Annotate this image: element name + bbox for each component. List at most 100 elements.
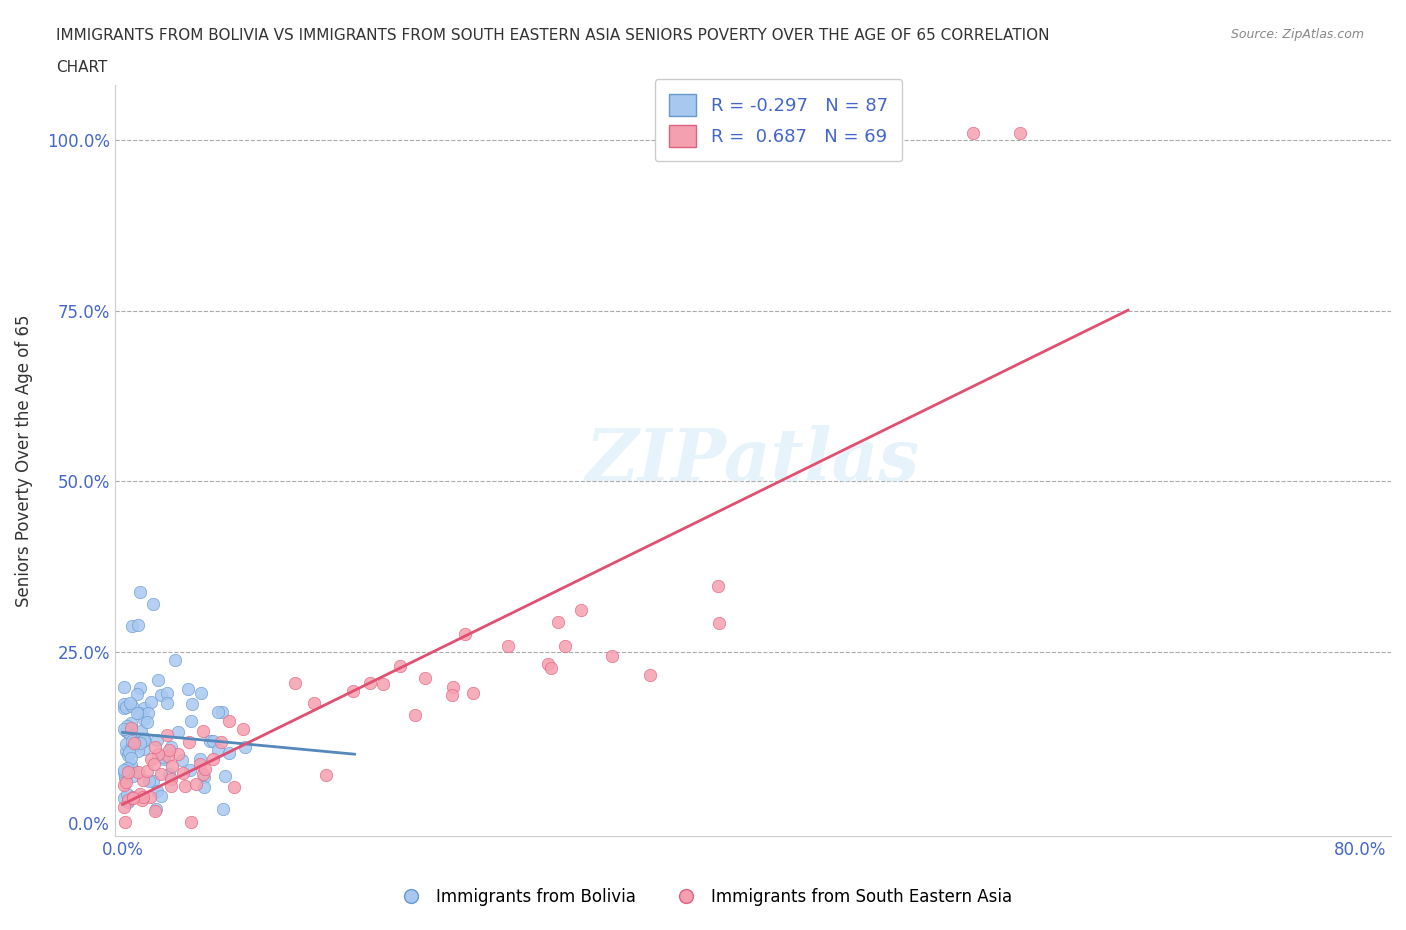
Point bbox=[129, 787, 152, 802]
Point bbox=[115, 761, 138, 776]
Point bbox=[214, 768, 236, 783]
Point bbox=[207, 705, 229, 720]
Point bbox=[121, 619, 143, 634]
Point bbox=[120, 696, 142, 711]
Point bbox=[125, 705, 148, 720]
Point bbox=[115, 724, 138, 738]
Point bbox=[554, 639, 576, 654]
Point bbox=[315, 767, 337, 782]
Point bbox=[112, 762, 135, 777]
Point bbox=[114, 769, 136, 784]
Point bbox=[122, 735, 145, 750]
Point bbox=[153, 751, 176, 766]
Text: ZIPatlas: ZIPatlas bbox=[586, 425, 920, 497]
Point bbox=[212, 802, 235, 817]
Point bbox=[198, 733, 221, 748]
Point bbox=[202, 751, 225, 766]
Point bbox=[461, 686, 484, 701]
Point bbox=[179, 762, 201, 777]
Point bbox=[201, 734, 224, 749]
Point bbox=[152, 750, 174, 764]
Point bbox=[569, 603, 592, 618]
Point bbox=[224, 780, 246, 795]
Point bbox=[112, 722, 135, 737]
Point bbox=[121, 790, 143, 805]
Point bbox=[218, 746, 240, 761]
Point bbox=[404, 708, 426, 723]
Point bbox=[179, 735, 201, 750]
Point bbox=[962, 126, 984, 140]
Legend: R = -0.297   N = 87, R =  0.687   N = 69: R = -0.297 N = 87, R = 0.687 N = 69 bbox=[655, 79, 903, 162]
Point bbox=[134, 742, 156, 757]
Point bbox=[117, 764, 139, 779]
Legend: Immigrants from Bolivia, Immigrants from South Eastern Asia: Immigrants from Bolivia, Immigrants from… bbox=[388, 881, 1018, 912]
Point bbox=[120, 715, 142, 730]
Point bbox=[537, 657, 560, 671]
Point bbox=[136, 714, 159, 729]
Point bbox=[302, 696, 325, 711]
Point bbox=[122, 790, 145, 804]
Point bbox=[176, 681, 198, 696]
Point bbox=[112, 800, 135, 815]
Point bbox=[117, 792, 139, 807]
Point bbox=[160, 772, 183, 787]
Point bbox=[146, 673, 169, 688]
Point bbox=[122, 768, 145, 783]
Point bbox=[114, 815, 136, 830]
Point bbox=[157, 742, 180, 757]
Point bbox=[166, 747, 188, 762]
Point bbox=[441, 680, 464, 695]
Point bbox=[186, 777, 208, 791]
Point bbox=[139, 751, 162, 766]
Point bbox=[143, 739, 166, 754]
Point bbox=[120, 721, 142, 736]
Point bbox=[132, 731, 155, 746]
Point bbox=[146, 733, 169, 748]
Point bbox=[118, 745, 141, 760]
Point bbox=[207, 742, 229, 757]
Point bbox=[112, 697, 135, 711]
Point bbox=[159, 779, 181, 794]
Point bbox=[540, 660, 562, 675]
Point bbox=[112, 679, 135, 694]
Point bbox=[121, 698, 143, 713]
Point bbox=[188, 751, 211, 766]
Point bbox=[142, 597, 165, 612]
Point bbox=[120, 758, 142, 773]
Point bbox=[128, 706, 150, 721]
Point bbox=[143, 756, 166, 771]
Point bbox=[112, 777, 135, 792]
Point bbox=[190, 685, 212, 700]
Point bbox=[138, 774, 160, 789]
Point bbox=[193, 779, 215, 794]
Point bbox=[132, 700, 155, 715]
Point bbox=[170, 752, 193, 767]
Point bbox=[127, 618, 149, 632]
Point bbox=[218, 713, 240, 728]
Point bbox=[191, 766, 214, 781]
Point bbox=[180, 815, 202, 830]
Point bbox=[159, 739, 181, 754]
Point bbox=[120, 726, 142, 741]
Point bbox=[498, 639, 520, 654]
Point bbox=[180, 713, 202, 728]
Point bbox=[117, 748, 139, 763]
Point bbox=[188, 757, 211, 772]
Point bbox=[122, 763, 145, 777]
Point bbox=[127, 764, 149, 779]
Point bbox=[209, 735, 232, 750]
Text: IMMIGRANTS FROM BOLIVIA VS IMMIGRANTS FROM SOUTH EASTERN ASIA SENIORS POVERTY OV: IMMIGRANTS FROM BOLIVIA VS IMMIGRANTS FR… bbox=[56, 28, 1050, 43]
Point bbox=[211, 705, 233, 720]
Point bbox=[125, 736, 148, 751]
Point bbox=[167, 725, 190, 740]
Point bbox=[114, 770, 136, 785]
Point bbox=[121, 733, 143, 748]
Point bbox=[115, 737, 138, 751]
Point bbox=[139, 790, 162, 804]
Point bbox=[193, 724, 215, 738]
Point bbox=[125, 686, 148, 701]
Point bbox=[174, 778, 197, 793]
Point bbox=[156, 696, 179, 711]
Point bbox=[120, 751, 142, 765]
Point bbox=[373, 677, 395, 692]
